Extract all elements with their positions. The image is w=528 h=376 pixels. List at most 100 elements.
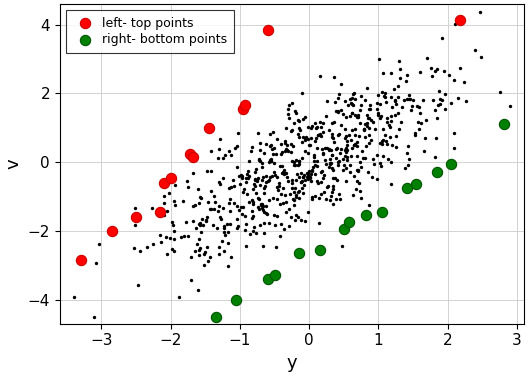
Point [365, 202, 373, 208]
Point [411, 132, 419, 138]
Point [381, 94, 389, 100]
Point [307, 179, 315, 185]
right- bottom points [211, 314, 220, 320]
Point [262, 211, 271, 217]
Point [197, 229, 205, 235]
Point [260, 185, 269, 191]
Point [288, 158, 296, 164]
Point [203, 214, 211, 220]
Point [253, 195, 262, 201]
Point [305, 142, 314, 148]
Point [252, 166, 261, 172]
Point [245, 173, 253, 179]
Point [272, 151, 281, 157]
Point [238, 173, 246, 179]
Point [280, 148, 289, 154]
Point [310, 152, 318, 158]
Point [220, 225, 228, 231]
Point [355, 107, 364, 113]
Point [275, 180, 284, 186]
Point [188, 203, 197, 209]
Point [383, 119, 392, 125]
Point [282, 146, 290, 152]
Point [299, 182, 308, 188]
Point [191, 248, 199, 254]
Point [288, 127, 297, 133]
Point [301, 218, 309, 224]
Point [250, 176, 259, 182]
right- bottom points [263, 276, 272, 282]
Point [379, 153, 387, 159]
Point [379, 137, 388, 143]
Point [343, 147, 351, 153]
Point [159, 193, 168, 199]
Point [375, 160, 384, 166]
Point [299, 116, 307, 122]
Point [436, 101, 444, 107]
Point [198, 216, 206, 222]
Point [203, 244, 212, 250]
Point [231, 145, 239, 151]
Point [365, 115, 373, 121]
Point [281, 209, 290, 215]
Point [203, 168, 211, 174]
left- top points [77, 257, 85, 263]
Point [332, 108, 340, 114]
Point [219, 175, 227, 181]
Point [326, 161, 334, 167]
Point [225, 200, 233, 206]
Point [390, 97, 399, 103]
Point [306, 125, 315, 131]
Point [336, 150, 344, 156]
Point [159, 212, 168, 218]
Point [303, 176, 312, 182]
Point [331, 175, 339, 181]
Point [243, 175, 252, 181]
Point [408, 103, 416, 109]
Point [261, 182, 270, 188]
Point [291, 212, 300, 218]
Point [273, 196, 281, 202]
Point [143, 244, 152, 250]
Point [357, 164, 365, 170]
Point [291, 194, 300, 200]
Point [459, 79, 468, 85]
Point [308, 196, 317, 202]
Point [305, 142, 314, 148]
Point [310, 193, 319, 199]
Point [321, 157, 329, 163]
Point [378, 89, 386, 95]
Point [242, 243, 251, 249]
Point [252, 178, 261, 184]
right- bottom points [340, 226, 348, 232]
Point [391, 112, 399, 118]
Point [271, 222, 279, 228]
Point [215, 244, 223, 250]
Point [214, 203, 223, 209]
Point [186, 277, 195, 284]
Point [316, 133, 325, 139]
Point [270, 212, 278, 218]
Point [223, 221, 231, 227]
right- bottom points [433, 170, 441, 176]
Point [321, 144, 329, 150]
Point [234, 130, 242, 136]
Point [277, 221, 285, 227]
Point [265, 197, 274, 203]
Point [290, 120, 299, 126]
Point [134, 282, 142, 288]
Point [316, 119, 324, 125]
left- top points [186, 150, 194, 156]
Point [251, 183, 259, 189]
Point [293, 171, 301, 177]
Point [261, 179, 270, 185]
Point [304, 170, 312, 176]
Point [414, 126, 423, 132]
Point [300, 177, 309, 183]
Point [303, 170, 312, 176]
Point [317, 179, 325, 185]
Point [476, 9, 485, 15]
Point [249, 212, 257, 218]
Point [294, 189, 303, 195]
Point [299, 190, 308, 196]
